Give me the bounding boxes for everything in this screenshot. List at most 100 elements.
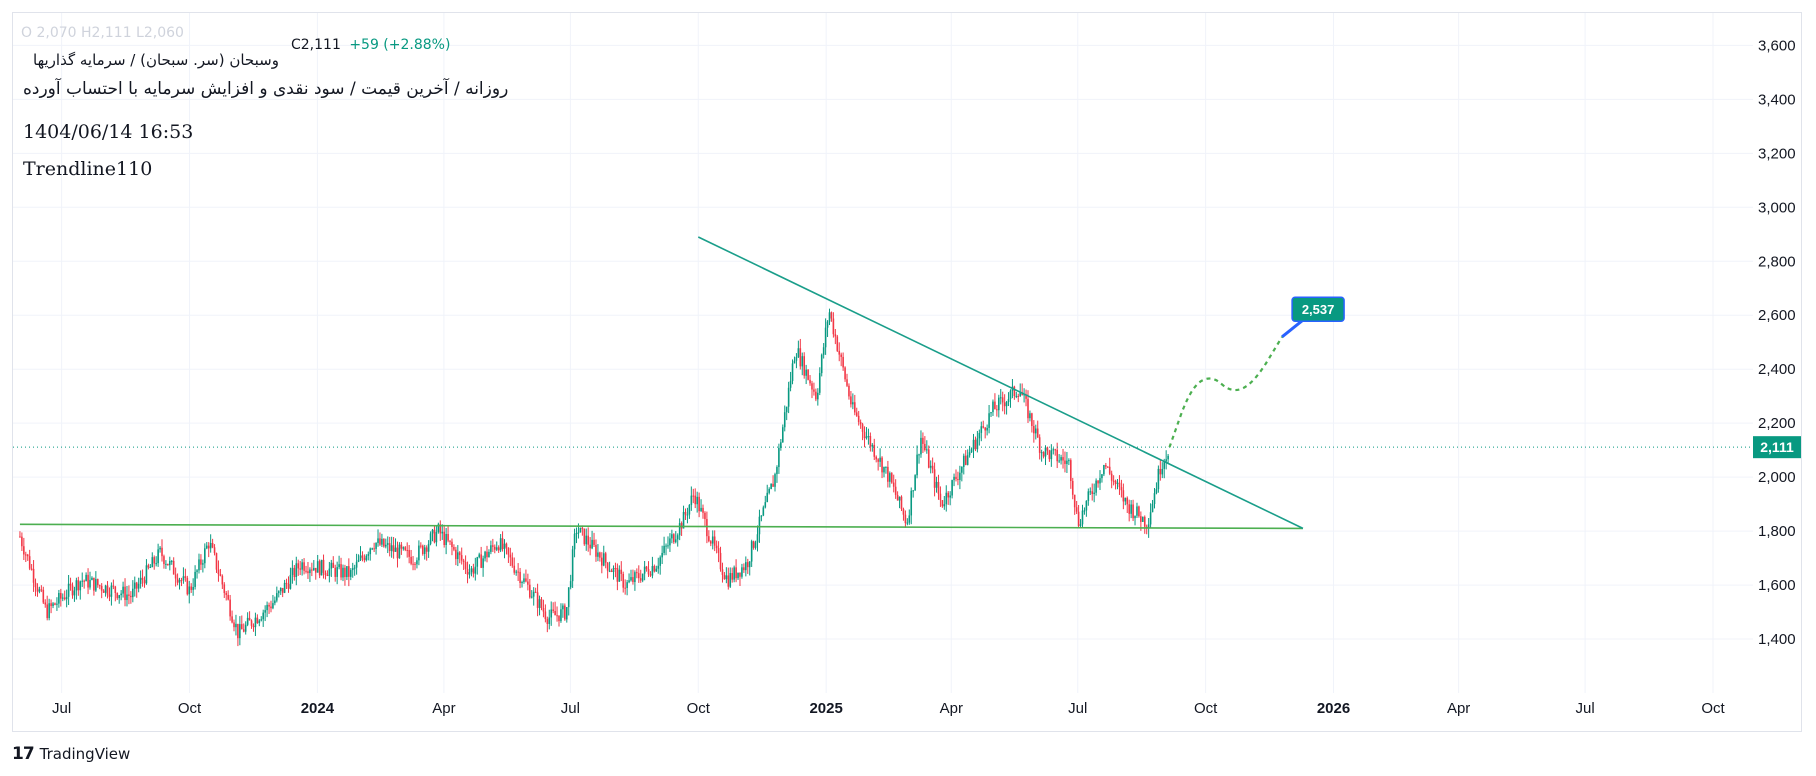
- candle-body: [165, 563, 167, 565]
- candle-body: [622, 573, 625, 588]
- candle-body: [186, 577, 189, 595]
- candle-body: [881, 457, 883, 473]
- candle-body: [1108, 466, 1111, 474]
- candle-body: [460, 555, 463, 561]
- candle-body: [542, 608, 545, 612]
- candle-body: [342, 567, 344, 578]
- price-axis[interactable]: 1,400 1,600 1,800 2,000 2,200 2,400 2,600 2,800…: [1753, 37, 1801, 648]
- candle-body: [949, 495, 951, 498]
- candle-body: [75, 580, 78, 591]
- candle-body: [155, 563, 157, 565]
- candle-body: [334, 567, 337, 577]
- candle-body: [1134, 515, 1136, 519]
- candle-body: [992, 401, 994, 413]
- candle-body: [966, 455, 969, 465]
- candle-body: [248, 617, 251, 621]
- forecast-path: [1168, 336, 1284, 448]
- candle-body: [818, 373, 821, 393]
- candle-body: [437, 524, 440, 532]
- candle-body: [820, 354, 823, 374]
- candle-body: [573, 533, 576, 550]
- candle-body: [132, 588, 134, 598]
- candle-body: [982, 426, 985, 428]
- candle-body: [521, 582, 523, 584]
- candle-body: [998, 397, 1000, 411]
- candle-body: [1143, 516, 1146, 527]
- candle-body: [1118, 482, 1121, 488]
- candle-body: [198, 559, 200, 571]
- candle-body: [957, 479, 959, 481]
- candle-body: [478, 554, 481, 558]
- candle-body: [696, 496, 698, 505]
- candle-body: [299, 568, 301, 570]
- chart-pane[interactable]: 2,537 1,400 1,600 1,800 2,000 2,200 2,400 2,60…: [12, 12, 1802, 732]
- candle-body: [513, 565, 516, 573]
- candle-body: [920, 437, 922, 455]
- candle-body: [40, 589, 43, 591]
- candle-body: [661, 552, 663, 558]
- candle-body: [231, 616, 233, 623]
- candle-body: [509, 554, 512, 558]
- candle-body: [486, 551, 488, 558]
- candle-body: [943, 504, 946, 507]
- candle-body: [1019, 392, 1022, 396]
- candle-body: [647, 569, 650, 575]
- chart-canvas[interactable]: 2,537 1,400 1,600 1,800 2,000 2,200 2,400 2,60…: [13, 13, 1803, 733]
- candle-body: [1110, 473, 1113, 481]
- candle-body: [1093, 492, 1095, 494]
- candle-body: [544, 611, 547, 620]
- candle-body: [653, 566, 656, 572]
- candle-body: [871, 444, 874, 447]
- time-axis[interactable]: Jul Oct 2024 Apr Jul Oct 2025 Apr Jul Oct 2026 Apr J…: [52, 700, 1725, 717]
- candle-body: [723, 574, 726, 580]
- candle-body: [305, 570, 307, 572]
- candle-body: [984, 427, 986, 431]
- y-tick-label: 2,000: [1758, 469, 1796, 486]
- candle-body: [532, 591, 535, 597]
- candle-body: [1048, 450, 1051, 460]
- candle-body: [801, 356, 804, 367]
- x-tick-label: Jul: [1068, 700, 1087, 717]
- candle-body: [137, 583, 140, 589]
- candle-body: [455, 549, 457, 560]
- candle-body: [276, 593, 278, 601]
- candle-body: [616, 568, 619, 582]
- x-tick-label: 2024: [301, 700, 335, 717]
- candle-body: [869, 436, 872, 447]
- candle-body: [170, 560, 173, 562]
- candle-body: [433, 529, 436, 543]
- candle-body: [484, 551, 486, 559]
- candle-body: [859, 422, 862, 425]
- candle-body: [922, 437, 924, 444]
- candle-body: [1126, 497, 1129, 505]
- candle-body: [990, 412, 992, 414]
- candle-body: [30, 568, 33, 570]
- candle-body: [567, 587, 570, 608]
- x-tick-label: Apr: [1447, 700, 1470, 717]
- candle-body: [435, 531, 438, 543]
- tradingview-logo[interactable]: 17 TradingView: [12, 744, 130, 764]
- candle-body: [838, 350, 841, 355]
- candle-body: [587, 535, 589, 545]
- candle-body: [690, 495, 693, 506]
- candle-body: [994, 401, 996, 410]
- candle-body: [254, 617, 257, 628]
- candle-body: [449, 540, 451, 542]
- candle-body: [420, 545, 422, 547]
- candle-body: [704, 512, 706, 520]
- candle-body: [834, 334, 837, 337]
- ohlc-faded: O 2,070 H2,111 L2,060: [21, 25, 184, 41]
- candle-body: [260, 619, 263, 621]
- candle-body: [1083, 510, 1086, 512]
- candle-body: [363, 557, 366, 561]
- candle-body: [797, 348, 800, 358]
- candle-body: [709, 541, 712, 544]
- drawings[interactable]: 2,537: [13, 236, 1753, 530]
- candle-body: [916, 454, 918, 476]
- symbol-title[interactable]: وسبحان (سر. سبحان) / سرمایه گذاریها: [33, 51, 279, 69]
- candle-body: [889, 473, 891, 482]
- candle-body: [1097, 480, 1099, 484]
- candle-body: [805, 369, 807, 376]
- candle-body: [375, 542, 377, 549]
- candle-body: [476, 557, 479, 567]
